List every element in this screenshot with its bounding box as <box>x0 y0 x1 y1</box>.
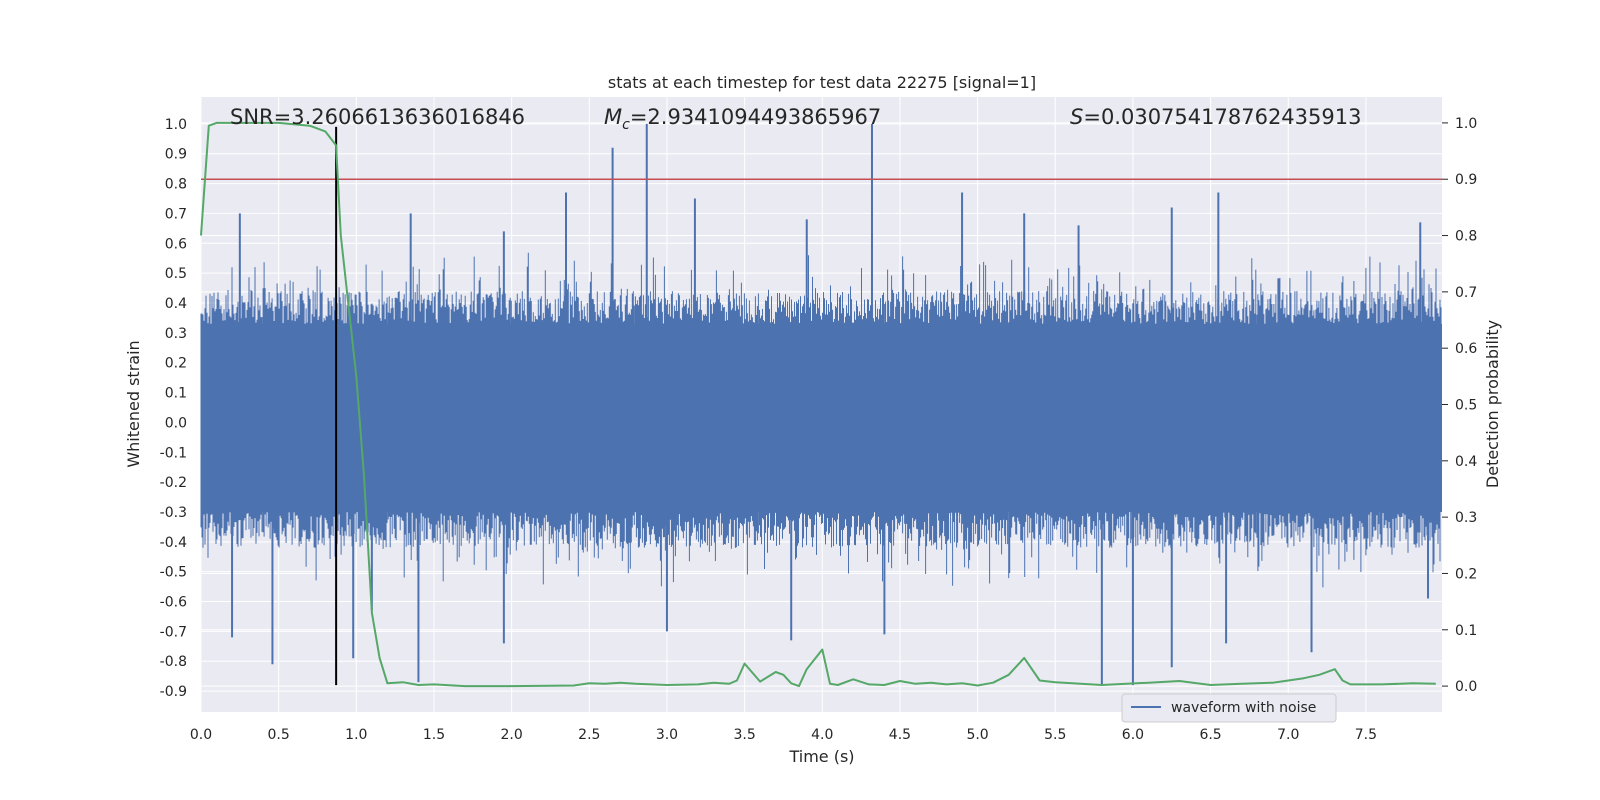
y2-tick-label: 0.7 <box>1455 285 1477 301</box>
x-tick-label: 5.0 <box>966 727 988 743</box>
legend-label: waveform with noise <box>1171 700 1316 716</box>
spin-symbol: S <box>1070 105 1083 129</box>
y-tick-label: 0.3 <box>165 326 187 342</box>
x-tick-label: 7.5 <box>1355 727 1377 743</box>
x-tick-label: 1.0 <box>345 727 367 743</box>
y2-tick-label: 0.9 <box>1455 172 1477 188</box>
y-tick-label: 0.2 <box>165 356 187 372</box>
legend-box <box>1121 693 1337 723</box>
x-tick-label: 4.0 <box>811 727 833 743</box>
x-tick-label: 6.0 <box>1122 727 1144 743</box>
y-tick-label: 0.9 <box>165 147 187 163</box>
chirp-mass-value: =2.9341094493865967 <box>630 105 881 129</box>
x-tick-label: 3.5 <box>733 727 755 743</box>
waveform-series <box>200 123 1442 686</box>
y2-tick-label: 0.2 <box>1455 566 1477 582</box>
y-tick-label: 0.7 <box>165 206 187 222</box>
y-tick-label: 0.0 <box>165 415 187 431</box>
y-tick-label: -0.6 <box>160 595 187 611</box>
y2-tick-label: 0.5 <box>1455 398 1477 414</box>
y-tick-label: 0.4 <box>165 296 187 312</box>
y-tick-label: 0.8 <box>165 177 187 193</box>
y2-tick-label: 1.0 <box>1455 116 1477 132</box>
x-tick-label: 7.0 <box>1277 727 1299 743</box>
y-tick-label: -0.4 <box>160 535 187 551</box>
y-tick-label: -0.7 <box>160 624 187 640</box>
chirp-mass-symbol: M <box>604 105 622 129</box>
legend: waveform with noise <box>1121 693 1337 723</box>
y-tick-label: 0.5 <box>165 266 187 282</box>
y-tick-label: 0.1 <box>165 386 187 402</box>
y2-tick-label: 0.6 <box>1455 341 1477 357</box>
y-tick-label: -0.1 <box>160 445 187 461</box>
y-tick-label: 0.6 <box>165 236 187 252</box>
x-tick-label: 0.0 <box>190 727 212 743</box>
y-axis-label: Whitened strain <box>124 340 143 467</box>
x-tick-label: 2.0 <box>501 727 523 743</box>
y-tick-label: -0.8 <box>160 654 187 670</box>
x-tick-label: 2.5 <box>578 727 600 743</box>
chart-title: stats at each timestep for test data 222… <box>608 73 1036 92</box>
y2-tick-label: 0.4 <box>1455 454 1477 470</box>
y-tick-label: -0.5 <box>160 565 187 581</box>
y2-tick-label: 0.1 <box>1455 623 1477 639</box>
y-tick-label: 1.0 <box>165 117 187 133</box>
chirp-mass-annotation: Mc=2.9341094493865967 <box>604 105 881 133</box>
chirp-mass-subscript: c <box>622 117 630 133</box>
x-axis-label: Time (s) <box>788 747 854 766</box>
detection-probability-line <box>200 121 1436 688</box>
x-tick-label: 1.5 <box>423 727 445 743</box>
y2-tick-label: 0.8 <box>1455 229 1477 245</box>
y-tick-label: -0.3 <box>160 505 187 521</box>
spin-value: =0.030754178762435913 <box>1083 105 1361 129</box>
ticks: 0.0 0.5 1.0 1.5 2.0 2.5 3.0 3.5 4.0 4.5 5.0 5.5 6.0 6… <box>160 116 1478 743</box>
y2-axis-label: Detection probability <box>1483 320 1502 488</box>
y-tick-label: -0.9 <box>160 684 187 700</box>
x-tick-label: 0.5 <box>268 727 290 743</box>
snr-annotation: SNR=3.2606613636016846 <box>230 105 525 129</box>
x-tick-label: 6.5 <box>1199 727 1221 743</box>
y2-tick-label: 0.0 <box>1455 679 1477 695</box>
y-tick-label: -0.2 <box>160 475 187 491</box>
y2-tick-label: 0.3 <box>1455 510 1477 526</box>
x-tick-label: 5.5 <box>1044 727 1066 743</box>
x-tick-label: 3.0 <box>656 727 678 743</box>
x-tick-label: 4.5 <box>889 727 911 743</box>
overlay <box>200 121 1442 688</box>
spin-annotation: S=0.030754178762435913 <box>1070 105 1361 129</box>
waveform-line <box>200 252 1442 588</box>
